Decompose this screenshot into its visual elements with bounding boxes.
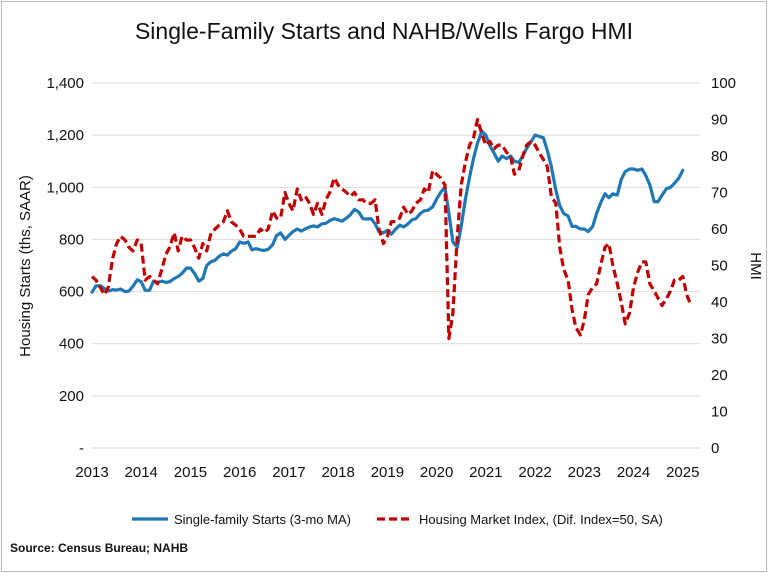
left-tick-label: 800 — [59, 231, 84, 248]
left-tick-label: 1,200 — [46, 127, 84, 144]
series-line-starts — [90, 129, 685, 294]
right-tick-label: 60 — [711, 221, 728, 238]
left-tick-label: - — [79, 440, 84, 457]
right-axis-ticks: 0 10 20 30 40 50 60 70 80 90 100 — [711, 75, 736, 457]
right-tick-label: 90 — [711, 112, 728, 129]
x-tick-label: 2015 — [174, 464, 207, 481]
right-tick-label: 80 — [711, 148, 728, 165]
series-line-hmi — [90, 117, 693, 341]
x-tick-label: 2023 — [568, 464, 601, 481]
x-tick-label: 2019 — [371, 464, 404, 481]
series-lines — [90, 117, 693, 341]
x-axis-ticks: 2013 2014 2015 2016 2017 2018 2019 2020 2021 2022… — [75, 464, 699, 481]
right-tick-label: 100 — [711, 75, 736, 92]
legend: Single-family Starts (3-mo MA) Housing M… — [132, 512, 663, 527]
x-tick-label: 2025 — [666, 464, 699, 481]
right-axis-title: HMI — [747, 252, 764, 280]
source-note: Source: Census Bureau; NAHB — [10, 541, 188, 555]
left-tick-label: 600 — [59, 284, 84, 301]
right-tick-label: 70 — [711, 185, 728, 202]
right-tick-label: 40 — [711, 294, 728, 311]
x-tick-label: 2018 — [321, 464, 354, 481]
legend-label-starts: Single-family Starts (3-mo MA) — [174, 512, 351, 527]
x-tick-label: 2014 — [125, 464, 158, 481]
right-tick-label: 0 — [711, 440, 719, 457]
gridlines — [92, 82, 700, 449]
legend-label-hmi: Housing Market Index, (Dif. Index=50, SA… — [419, 512, 663, 527]
right-tick-label: 50 — [711, 258, 728, 275]
left-tick-label: 200 — [59, 388, 84, 405]
x-tick-label: 2016 — [223, 464, 256, 481]
left-tick-label: 400 — [59, 336, 84, 353]
right-tick-label: 10 — [711, 404, 728, 421]
x-tick-label: 2013 — [75, 464, 108, 481]
left-axis-title: Housing Starts (ths, SAAR) — [17, 175, 34, 357]
left-axis-ticks: - 200 400 600 800 1,000 1,200 1,400 — [46, 75, 84, 457]
chart-title: Single-Family Starts and NAHB/Wells Farg… — [135, 18, 633, 44]
left-tick-label: 1,000 — [46, 179, 84, 196]
x-tick-label: 2017 — [272, 464, 305, 481]
x-tick-label: 2020 — [420, 464, 453, 481]
right-tick-label: 20 — [711, 367, 728, 384]
x-tick-label: 2021 — [469, 464, 502, 481]
left-tick-label: 1,400 — [46, 75, 84, 92]
x-tick-label: 2024 — [617, 464, 650, 481]
right-tick-label: 30 — [711, 331, 728, 348]
x-tick-label: 2022 — [518, 464, 551, 481]
